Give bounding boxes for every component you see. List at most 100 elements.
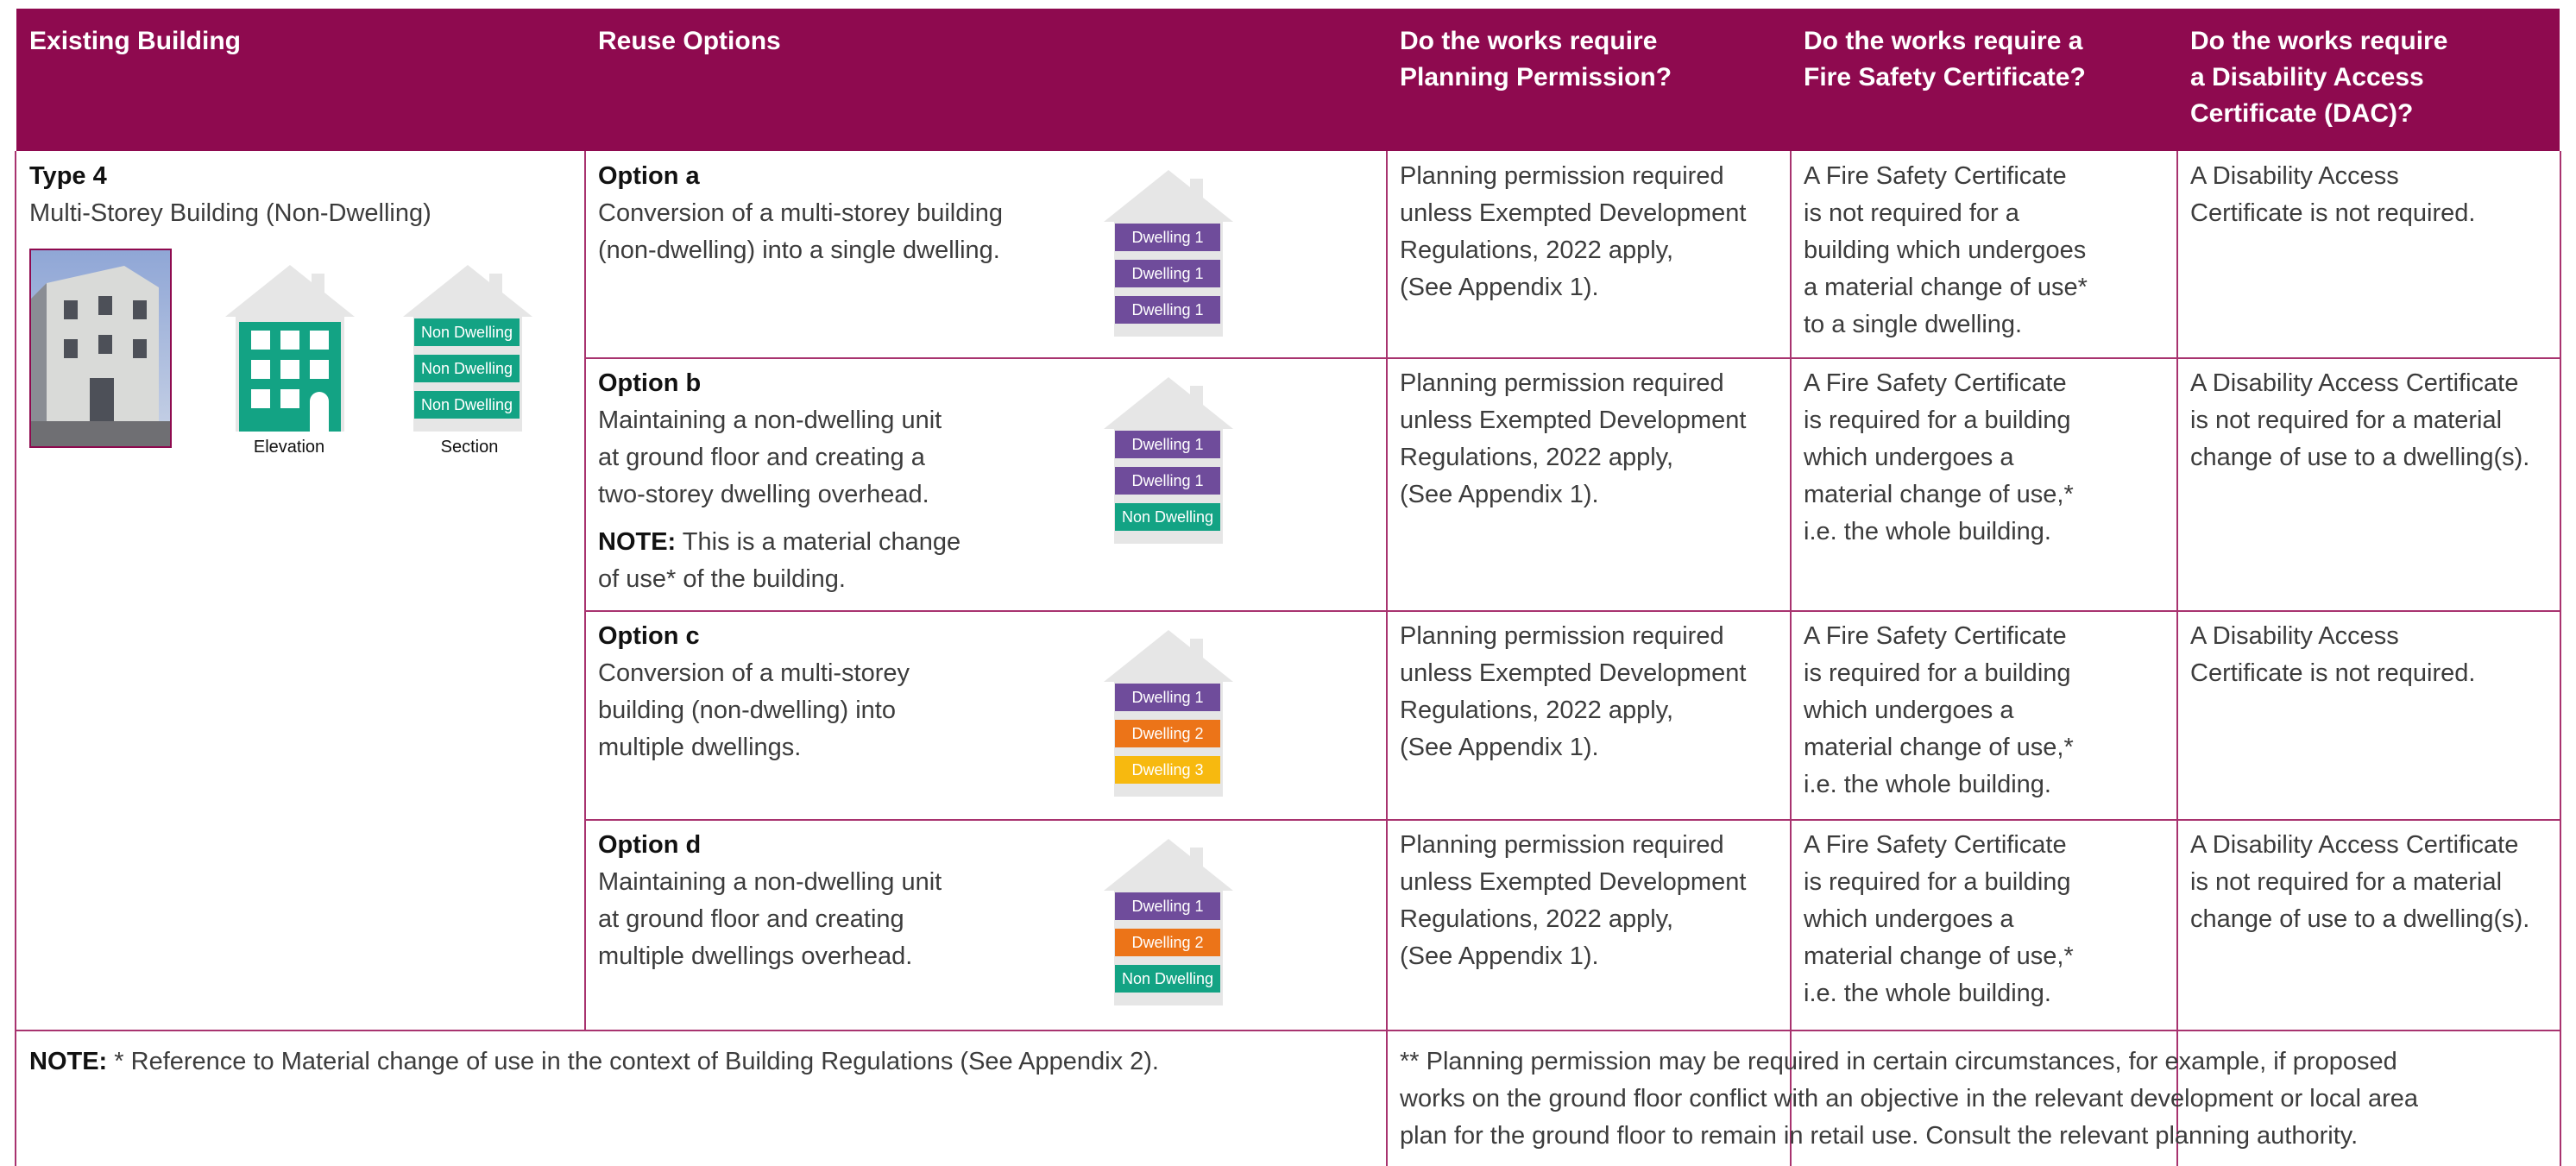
fire-text-line: a material change of use* bbox=[1804, 274, 2088, 301]
option-title: Option b bbox=[598, 369, 702, 397]
fire-text-line: building which undergoes bbox=[1804, 236, 2087, 264]
option-description: Maintaining a non-dwelling unit at ground… bbox=[598, 402, 942, 514]
header-line: Existing Building bbox=[29, 27, 241, 55]
header-bar bbox=[16, 9, 2560, 151]
fire-text: A Fire Safety Certificate is not required… bbox=[1804, 158, 2088, 343]
unit-box: Dwelling 1 bbox=[1115, 892, 1220, 920]
option-description-line: multiple dwellings. bbox=[598, 734, 802, 761]
house-icon: Dwelling 1 Dwelling 2 Dwelling 3 bbox=[1104, 628, 1233, 797]
dac-text-line: change of use to a dwelling(s). bbox=[2190, 905, 2530, 933]
planning-text-line: unless Exempted Development bbox=[1400, 199, 1747, 227]
unit-box: Dwelling 1 bbox=[1115, 431, 1220, 458]
house-outline bbox=[1104, 170, 1233, 337]
note-text: of use* of the building. bbox=[598, 565, 846, 593]
dac-text-line: Certificate is not required. bbox=[2190, 659, 2476, 687]
building-photo bbox=[29, 249, 172, 448]
unit-box: Dwelling 1 bbox=[1115, 684, 1220, 711]
fire-text: A Fire Safety Certificate is required for… bbox=[1804, 618, 2074, 804]
house-icon: Dwelling 1 Dwelling 1 Non Dwelling bbox=[1104, 375, 1233, 544]
house-icon: Dwelling 1 Dwelling 2 Non Dwelling bbox=[1104, 837, 1233, 1005]
planning-note-line: works on the ground floor conflict with … bbox=[1400, 1085, 2418, 1112]
header-cell: Do the works require Planning Permission? bbox=[1400, 23, 1672, 96]
dac-text-line: change of use to a dwelling(s). bbox=[2190, 444, 2530, 471]
planning-text-line: Planning permission required bbox=[1400, 622, 1724, 650]
dac-text-line: Certificate is not required. bbox=[2190, 199, 2476, 227]
note-line: NOTE: This is a material change bbox=[598, 524, 960, 561]
header-cell: Reuse Options bbox=[598, 23, 781, 60]
house-outline bbox=[1104, 377, 1233, 544]
planning-text: Planning permission required unless Exemp… bbox=[1400, 827, 1746, 975]
fire-text-line: i.e. the whole building. bbox=[1804, 518, 2051, 545]
footer-note-label: NOTE: bbox=[29, 1048, 108, 1075]
dac-text-line: is not required for a material bbox=[2190, 407, 2503, 434]
dac-text-line: is not required for a material bbox=[2190, 868, 2503, 896]
fire-text-line: which undergoes a bbox=[1804, 696, 2014, 724]
planning-note-line: plan for the ground floor to remain in r… bbox=[1400, 1122, 2359, 1150]
planning-text: Planning permission required unless Exemp… bbox=[1400, 365, 1746, 514]
fire-text-line: to a single dwelling. bbox=[1804, 311, 2023, 338]
fire-text: A Fire Safety Certificate is required for… bbox=[1804, 365, 2074, 551]
row-rule bbox=[585, 610, 2560, 612]
option-description: Conversion of a multi-storey building (no… bbox=[598, 655, 910, 766]
fire-text-line: which undergoes a bbox=[1804, 444, 2014, 471]
section-label: Section bbox=[440, 438, 499, 457]
option-note: NOTE: This is a material change of use* o… bbox=[598, 524, 960, 598]
column-rule bbox=[1386, 151, 1388, 1166]
planning-note: ** Planning permission may be required i… bbox=[1400, 1043, 2418, 1155]
header-line: a Disability Access bbox=[2190, 63, 2424, 91]
option-description-line: Maintaining a non-dwelling unit bbox=[598, 407, 942, 434]
house-icon: Non Dwelling Non Dwelling Non Dwelling bbox=[403, 263, 532, 432]
dac-text: A Disability Access Certificate is not re… bbox=[2190, 827, 2529, 938]
unit-box: Dwelling 2 bbox=[1115, 929, 1220, 956]
fire-text-line: A Fire Safety Certificate bbox=[1804, 831, 2067, 859]
planning-text-line: Regulations, 2022 apply, bbox=[1400, 444, 1674, 471]
unit-box: Dwelling 1 bbox=[1115, 467, 1220, 495]
planning-text-line: Planning permission required bbox=[1400, 831, 1724, 859]
planning-text-line: Planning permission required bbox=[1400, 162, 1724, 190]
dac-text: A Disability Access Certificate is not re… bbox=[2190, 618, 2475, 692]
planning-text-line: unless Exempted Development bbox=[1400, 659, 1747, 687]
option-description: Conversion of a multi-storey building (no… bbox=[598, 195, 1003, 269]
option-description-line: (non-dwelling) into a single dwelling. bbox=[598, 236, 1000, 264]
fire-text-line: which undergoes a bbox=[1804, 905, 2014, 933]
unit-box: Non Dwelling bbox=[414, 391, 520, 419]
planning-text: Planning permission required unless Exemp… bbox=[1400, 618, 1746, 766]
planning-text-line: Regulations, 2022 apply, bbox=[1400, 905, 1674, 933]
option-title: Option a bbox=[598, 162, 700, 190]
footer-note: NOTE: * Reference to Material change of … bbox=[29, 1043, 1159, 1081]
planning-text-line: unless Exempted Development bbox=[1400, 407, 1747, 434]
planning-text-line: (See Appendix 1). bbox=[1400, 274, 1599, 301]
planning-text-line: (See Appendix 1). bbox=[1400, 734, 1599, 761]
planning-text-line: unless Exempted Development bbox=[1400, 868, 1747, 896]
planning-text-line: (See Appendix 1). bbox=[1400, 942, 1599, 970]
unit-box: Dwelling 1 bbox=[1115, 296, 1220, 324]
fire-text-line: i.e. the whole building. bbox=[1804, 771, 2051, 798]
fire-text-line: A Fire Safety Certificate bbox=[1804, 162, 2067, 190]
header-cell: Do the works require a Fire Safety Certif… bbox=[1804, 23, 2086, 96]
planning-text-line: Regulations, 2022 apply, bbox=[1400, 696, 1674, 724]
option-description: Maintaining a non-dwelling unit at ground… bbox=[598, 864, 942, 975]
option-description-line: Conversion of a multi-storey building bbox=[598, 199, 1004, 227]
planning-text: Planning permission required unless Exemp… bbox=[1400, 158, 1746, 306]
elevation-icon bbox=[225, 265, 355, 432]
fire-text-line: i.e. the whole building. bbox=[1804, 980, 2051, 1007]
building-subtitle: Multi-Storey Building (Non-Dwelling) bbox=[29, 199, 431, 227]
table-frame bbox=[15, 151, 2561, 1166]
planning-text-line: (See Appendix 1). bbox=[1400, 481, 1599, 508]
option-title: Option d bbox=[598, 831, 702, 859]
option-description-line: building (non-dwelling) into bbox=[598, 696, 896, 724]
unit-box: Non Dwelling bbox=[414, 318, 520, 346]
header-line: Do the works require bbox=[1400, 27, 1658, 55]
option-description-line: Conversion of a multi-storey bbox=[598, 659, 910, 687]
column-rule bbox=[2176, 151, 2178, 1166]
unit-box: Non Dwelling bbox=[1115, 503, 1220, 531]
fire-text-line: is required for a building bbox=[1804, 407, 2071, 434]
row-rule bbox=[16, 1030, 2560, 1031]
column-rule bbox=[1790, 151, 1792, 1166]
house-outline bbox=[1104, 839, 1233, 1005]
unit-box: Non Dwelling bbox=[414, 355, 520, 382]
option-title: Option c bbox=[598, 622, 700, 650]
header-line: Reuse Options bbox=[598, 27, 781, 55]
building-type: Type 4 bbox=[29, 162, 107, 190]
planning-note-line: ** Planning permission may be required i… bbox=[1400, 1048, 2397, 1075]
